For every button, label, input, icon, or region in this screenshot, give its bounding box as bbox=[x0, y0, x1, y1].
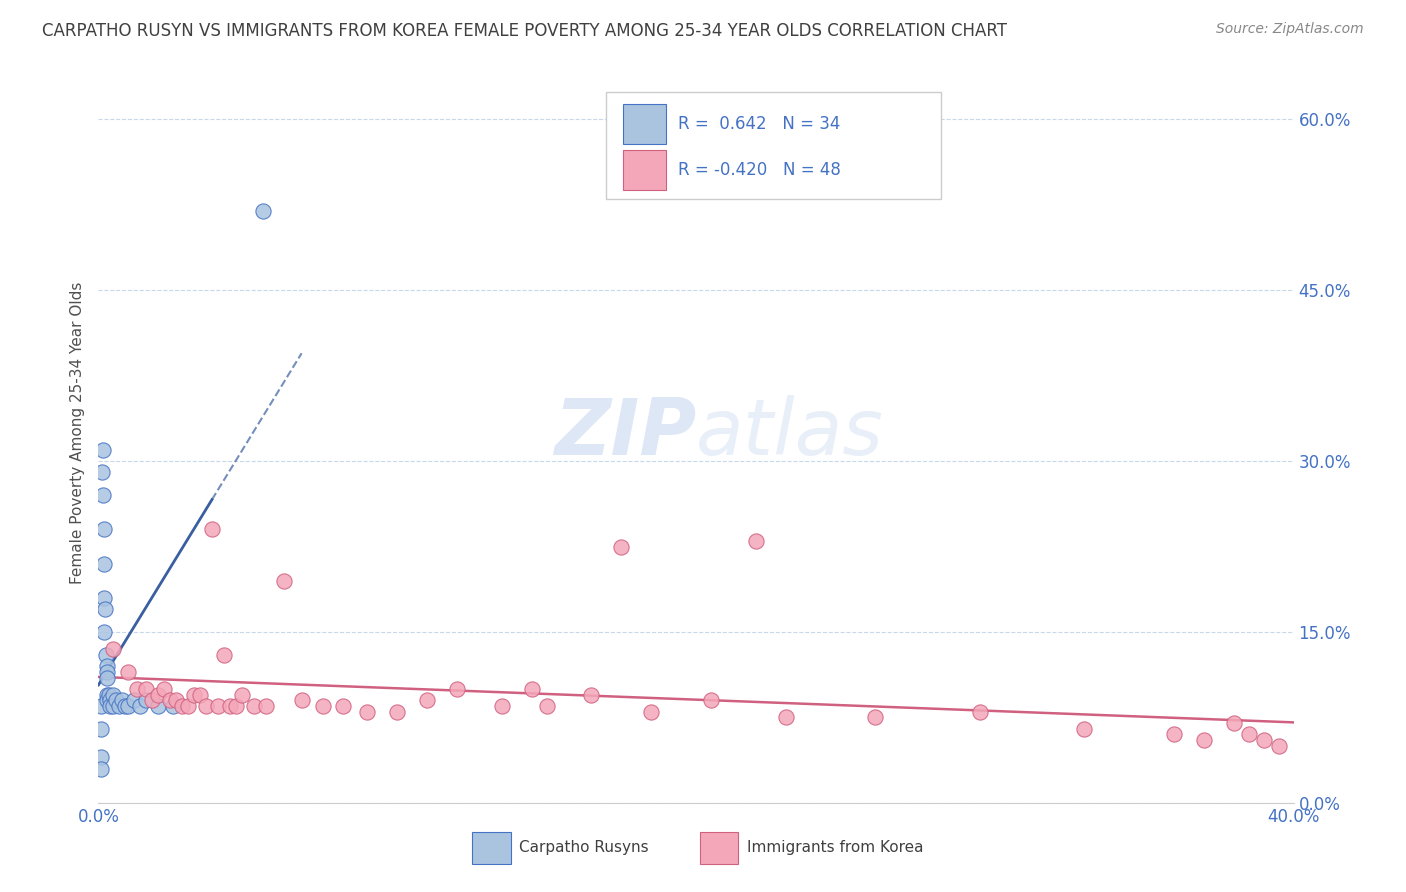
Point bbox=[98, 693, 122, 707]
Point bbox=[93, 557, 115, 571]
Point bbox=[96, 688, 118, 702]
Text: Source: ZipAtlas.com: Source: ZipAtlas.com bbox=[1216, 22, 1364, 37]
Point bbox=[90, 750, 112, 764]
Point bbox=[98, 698, 122, 713]
Point bbox=[124, 693, 146, 707]
Point bbox=[90, 722, 112, 736]
Point bbox=[91, 466, 114, 480]
Text: CARPATHO RUSYN VS IMMIGRANTS FROM KOREA FEMALE POVERTY AMONG 25-34 YEAR OLDS COR: CARPATHO RUSYN VS IMMIGRANTS FROM KOREA … bbox=[42, 22, 1007, 40]
Text: Immigrants from Korea: Immigrants from Korea bbox=[748, 840, 924, 855]
Point bbox=[311, 698, 333, 713]
Point bbox=[356, 705, 378, 719]
Text: ZIP: ZIP bbox=[554, 394, 696, 471]
Point bbox=[1163, 727, 1185, 741]
FancyBboxPatch shape bbox=[606, 92, 941, 200]
Point bbox=[135, 681, 157, 696]
Point bbox=[332, 698, 354, 713]
Point bbox=[1237, 727, 1260, 741]
Point bbox=[183, 688, 205, 702]
Point bbox=[97, 688, 120, 702]
Point bbox=[96, 671, 118, 685]
Point bbox=[103, 698, 125, 713]
Point bbox=[103, 642, 125, 657]
Point bbox=[93, 523, 115, 537]
Point bbox=[231, 688, 253, 702]
Point bbox=[1253, 733, 1275, 747]
Point bbox=[162, 698, 184, 713]
Point bbox=[94, 602, 117, 616]
Point bbox=[243, 698, 266, 713]
Y-axis label: Female Poverty Among 25-34 Year Olds: Female Poverty Among 25-34 Year Olds bbox=[69, 282, 84, 583]
Point bbox=[93, 624, 115, 639]
Point bbox=[865, 710, 887, 724]
Point bbox=[117, 665, 139, 679]
Text: Carpatho Rusyns: Carpatho Rusyns bbox=[519, 840, 648, 855]
Point bbox=[153, 681, 176, 696]
Point bbox=[416, 693, 439, 707]
Point bbox=[90, 698, 112, 713]
Point bbox=[94, 648, 117, 662]
Point bbox=[1223, 716, 1246, 731]
Point bbox=[165, 693, 187, 707]
Point bbox=[491, 698, 513, 713]
Point bbox=[114, 698, 136, 713]
Point bbox=[117, 698, 139, 713]
Point bbox=[446, 681, 468, 696]
Point bbox=[207, 698, 229, 713]
Point bbox=[91, 442, 114, 457]
Point bbox=[96, 665, 118, 679]
Point bbox=[90, 762, 112, 776]
Point bbox=[96, 659, 118, 673]
Text: R =  0.642   N = 34: R = 0.642 N = 34 bbox=[678, 115, 841, 133]
Point bbox=[225, 698, 247, 713]
Point bbox=[195, 698, 218, 713]
Point bbox=[969, 705, 991, 719]
Point bbox=[610, 540, 633, 554]
Text: R = -0.420   N = 48: R = -0.420 N = 48 bbox=[678, 161, 841, 178]
Point bbox=[252, 203, 274, 218]
Point bbox=[93, 591, 115, 605]
Point bbox=[201, 523, 224, 537]
Point bbox=[172, 698, 194, 713]
Point bbox=[536, 698, 558, 713]
FancyBboxPatch shape bbox=[700, 832, 738, 863]
Point bbox=[129, 698, 152, 713]
Point bbox=[700, 693, 723, 707]
Point bbox=[159, 693, 181, 707]
Point bbox=[91, 488, 114, 502]
Point bbox=[148, 688, 170, 702]
Point bbox=[385, 705, 409, 719]
Point bbox=[148, 698, 170, 713]
Point bbox=[111, 693, 134, 707]
Point bbox=[520, 681, 543, 696]
Point bbox=[103, 688, 125, 702]
Point bbox=[219, 698, 242, 713]
Point bbox=[1073, 722, 1095, 736]
Point bbox=[212, 648, 235, 662]
FancyBboxPatch shape bbox=[623, 104, 666, 145]
Point bbox=[254, 698, 277, 713]
Point bbox=[96, 693, 118, 707]
Point bbox=[127, 681, 149, 696]
Text: atlas: atlas bbox=[696, 394, 884, 471]
Point bbox=[141, 693, 163, 707]
Point bbox=[1192, 733, 1215, 747]
Point bbox=[105, 693, 128, 707]
Point bbox=[640, 705, 662, 719]
Point bbox=[273, 574, 295, 588]
Point bbox=[291, 693, 314, 707]
FancyBboxPatch shape bbox=[472, 832, 510, 863]
Point bbox=[581, 688, 603, 702]
Point bbox=[188, 688, 211, 702]
Point bbox=[108, 698, 131, 713]
Point bbox=[135, 693, 157, 707]
Point bbox=[775, 710, 797, 724]
Point bbox=[745, 533, 768, 548]
Point bbox=[177, 698, 200, 713]
Point bbox=[1267, 739, 1289, 753]
FancyBboxPatch shape bbox=[623, 151, 666, 191]
